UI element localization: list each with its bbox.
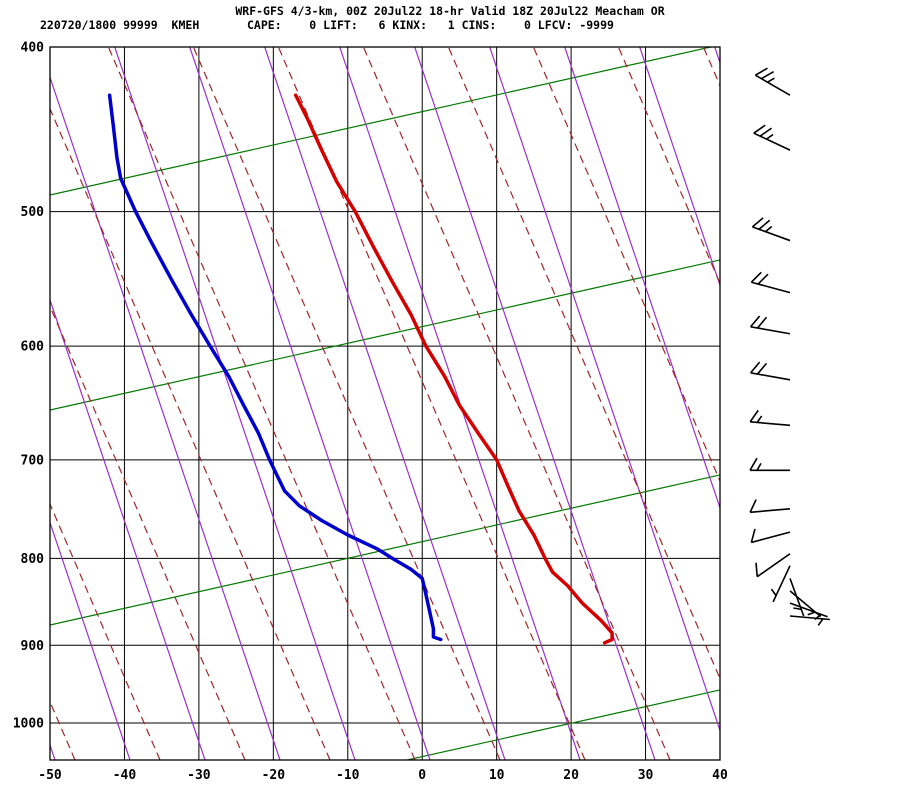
chart-title: WRF-GFS 4/3-km, 00Z 20Jul22 18-hr Valid … xyxy=(235,4,665,18)
svg-text:0: 0 xyxy=(418,768,426,783)
dry-adiabat-lines xyxy=(50,47,720,760)
svg-text:-40: -40 xyxy=(113,768,137,783)
svg-text:900: 900 xyxy=(21,639,45,654)
station-id-line: 220720/1800 99999 KMEH xyxy=(40,18,200,32)
plot-border xyxy=(49,46,721,761)
pressure-axis-labels: 400 500 600 700 800 900 1000 xyxy=(13,41,44,732)
svg-text:-50: -50 xyxy=(38,768,62,783)
svg-text:800: 800 xyxy=(21,552,45,567)
mixing-ratio-lines xyxy=(50,47,720,760)
svg-text:-20: -20 xyxy=(262,768,286,783)
temperature-trace xyxy=(293,93,614,645)
dewpoint-trace xyxy=(107,93,443,642)
sounding-traces xyxy=(107,93,614,645)
moist-adiabat-lines xyxy=(50,47,720,760)
svg-text:-10: -10 xyxy=(336,768,360,783)
svg-text:10: 10 xyxy=(489,768,505,783)
svg-text:700: 700 xyxy=(21,453,45,468)
temperature-axis-labels: -50 -40 -30 -20 -10 0 10 20 30 40 xyxy=(38,768,728,783)
svg-text:400: 400 xyxy=(21,41,45,56)
svg-text:40: 40 xyxy=(712,768,728,783)
svg-text:1000: 1000 xyxy=(13,717,44,732)
svg-text:30: 30 xyxy=(638,768,654,783)
svg-text:500: 500 xyxy=(21,205,45,220)
stability-indices: CAPE: 0 LIFT: 6 KINX: 1 CINS: 0 LFCV: -9… xyxy=(247,18,614,32)
svg-text:600: 600 xyxy=(21,340,45,355)
svg-text:20: 20 xyxy=(563,768,579,783)
svg-text:-30: -30 xyxy=(187,768,211,783)
wind-barbs xyxy=(749,67,830,626)
